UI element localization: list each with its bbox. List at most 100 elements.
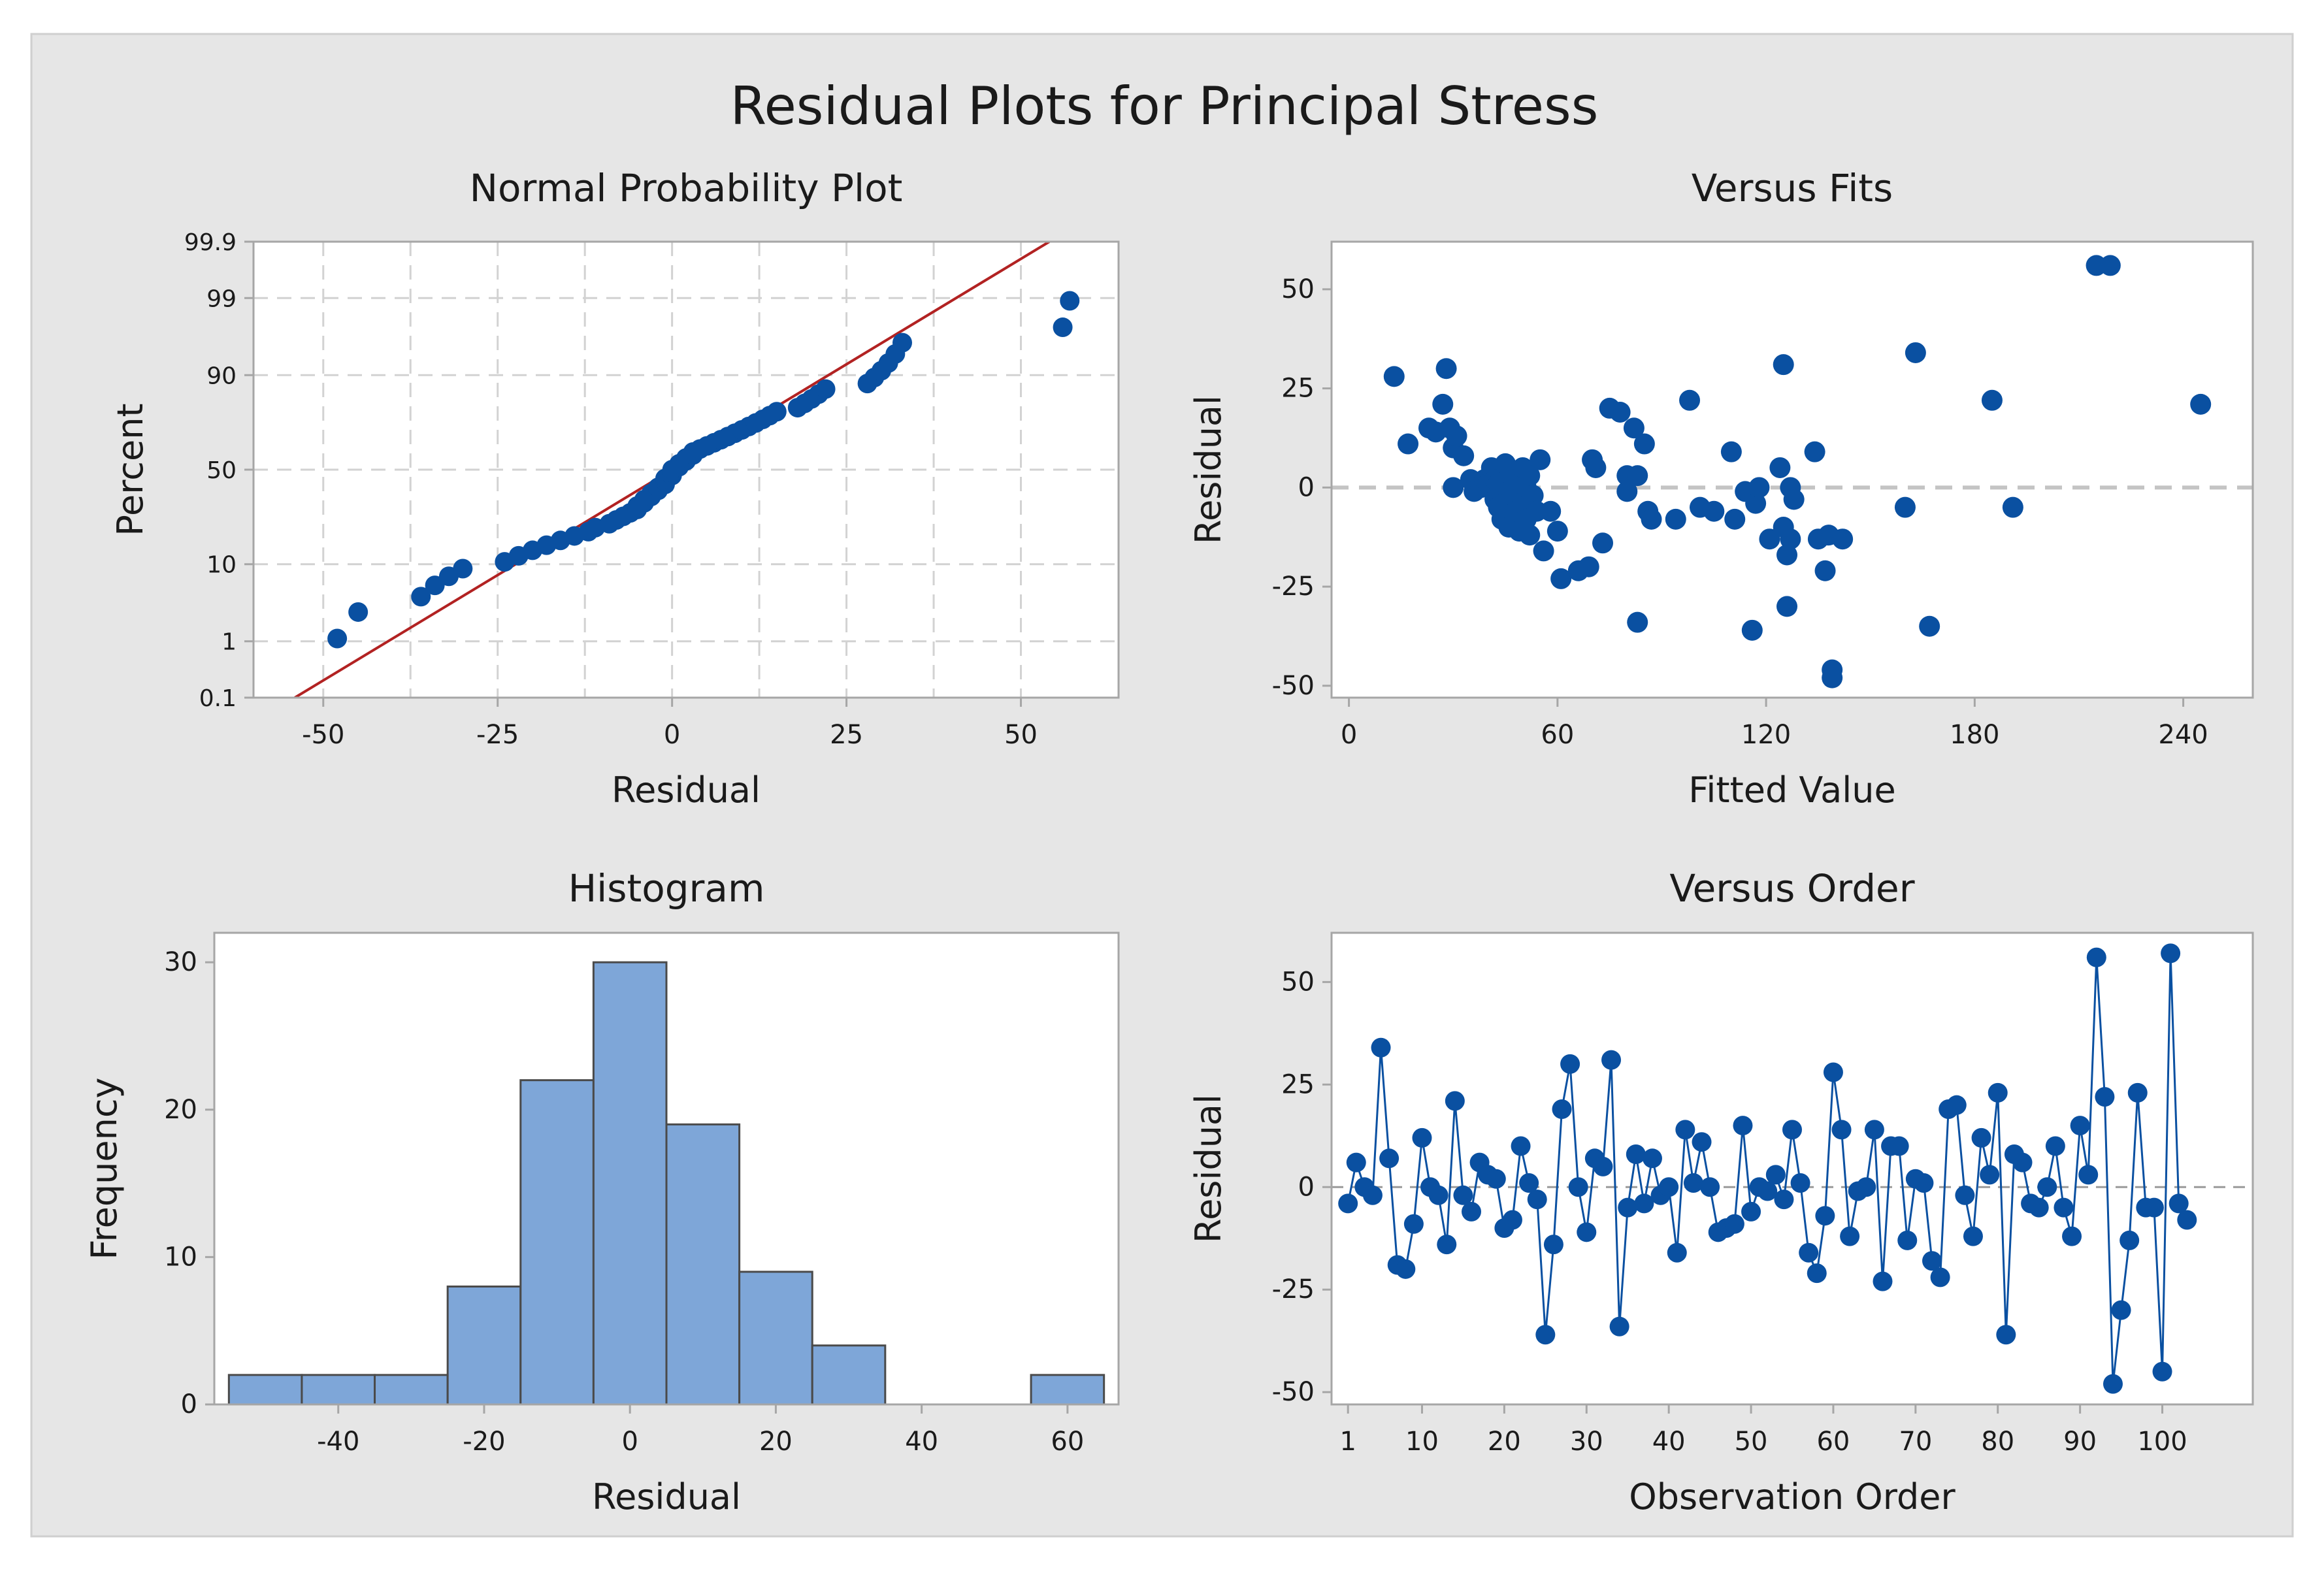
data-point [1453, 445, 1475, 466]
y-tick-label: -25 [1272, 572, 1315, 602]
data-point [1550, 568, 1572, 589]
data-point [1522, 485, 1544, 506]
data-point [2029, 1197, 2049, 1218]
data-point [1396, 1259, 1416, 1279]
data-point [1445, 1091, 1465, 1111]
x-tick-label: 90 [2063, 1427, 2097, 1457]
data-point [1692, 1132, 1712, 1152]
x-tick-label: 25 [830, 720, 863, 750]
histogram-bar [738, 1271, 813, 1406]
data-point [1634, 1193, 1654, 1214]
data-point [1346, 1152, 1366, 1173]
panel-title: Normal Probability Plot [470, 166, 903, 210]
y-tick-label: 50 [206, 457, 237, 484]
data-point [1807, 1263, 1827, 1284]
y-tick-label: 90 [206, 363, 237, 389]
histogram-bar [811, 1344, 887, 1406]
y-tick-label: 0 [1298, 472, 1315, 502]
versus-fits-panel: Versus Fits Fitted Value Residual 0 60 120 180… [1188, 166, 2254, 811]
data-point [1502, 1210, 1522, 1230]
data-point [1053, 317, 1073, 338]
data-point [1864, 1120, 1884, 1140]
data-point [1741, 1201, 1761, 1222]
data-point [1856, 1177, 1876, 1197]
panel-title: Histogram [568, 866, 765, 911]
data-point [1633, 433, 1655, 455]
data-point [1996, 1325, 2016, 1345]
x-tick-label: -25 [476, 720, 519, 750]
data-point [1776, 544, 1798, 566]
data-point [453, 559, 473, 579]
data-point [1922, 1251, 1942, 1271]
data-point [1371, 1037, 1391, 1058]
data-point [2070, 1116, 2090, 1136]
y-axis-label: Frequency [84, 1078, 125, 1260]
data-point [1724, 1214, 1744, 1234]
x-tick-label: 60 [1541, 720, 1574, 750]
data-point [1577, 1222, 1597, 1242]
x-axis-label: Residual [592, 1476, 741, 1517]
y-tick-label: 30 [164, 947, 197, 977]
y-tick-label: 99 [206, 285, 237, 312]
data-point [1679, 389, 1701, 411]
y-axis-label: Residual [1188, 1094, 1229, 1243]
histogram-bar [227, 1374, 303, 1406]
data-point [1724, 508, 1746, 530]
histogram-bar [374, 1374, 449, 1406]
data-point [1593, 1156, 1613, 1176]
data-point [2169, 1193, 2189, 1214]
x-tick-label: 10 [1405, 1427, 1439, 1457]
data-point [766, 402, 787, 422]
data-point [1060, 291, 1080, 311]
data-point [2152, 1361, 2172, 1382]
data-point [1530, 449, 1551, 470]
data-point [1443, 477, 1464, 498]
y-tick-label: -25 [1272, 1274, 1315, 1304]
x-tick-label: 60 [1051, 1427, 1084, 1457]
data-point [1568, 1177, 1588, 1197]
data-point [2095, 1087, 2115, 1107]
data-point [1815, 1206, 1835, 1226]
data-point [1560, 1054, 1580, 1074]
data-point [1745, 493, 1767, 514]
data-point [1700, 1177, 1720, 1197]
data-point [1609, 401, 1631, 423]
x-tick-label: -50 [302, 720, 344, 750]
y-tick-label: 50 [1281, 274, 1315, 304]
histogram-bar [446, 1286, 522, 1406]
data-point [1511, 1136, 1531, 1156]
x-tick-label: 0 [664, 720, 680, 750]
y-tick-label: 10 [164, 1242, 197, 1272]
x-axis-label: Observation Order [1629, 1476, 1956, 1517]
data-point [1780, 528, 1801, 550]
x-tick-label: -40 [317, 1427, 359, 1457]
x-tick-label: 60 [1816, 1427, 1850, 1457]
data-point [1462, 1201, 1482, 1222]
data-point [1601, 1050, 1622, 1070]
data-point [425, 575, 445, 596]
data-point [1540, 500, 1562, 522]
x-tick-label: 40 [905, 1427, 938, 1457]
data-point [2190, 393, 2212, 415]
data-point [2086, 947, 2106, 967]
data-point [1823, 1062, 1843, 1082]
data-point [1453, 1185, 1473, 1205]
data-point [1642, 1148, 1662, 1169]
x-tick-label: 50 [1735, 1427, 1768, 1457]
histogram-bar [301, 1374, 376, 1406]
data-point [1535, 1325, 1556, 1345]
y-tick-label: -50 [1272, 1377, 1315, 1407]
data-point [1398, 433, 1419, 455]
data-point [1623, 417, 1645, 439]
data-point [1667, 1242, 1687, 1263]
data-point [1889, 1136, 1909, 1156]
histogram-bar [519, 1079, 595, 1406]
x-tick-label: 240 [2158, 720, 2208, 750]
data-point [1435, 358, 1457, 380]
y-tick-label: 1 [221, 629, 237, 656]
data-point [1840, 1226, 1860, 1246]
data-point [1814, 560, 1836, 581]
data-point [1627, 465, 1648, 487]
data-point [1627, 611, 1648, 633]
x-tick-label: 70 [1899, 1427, 1932, 1457]
